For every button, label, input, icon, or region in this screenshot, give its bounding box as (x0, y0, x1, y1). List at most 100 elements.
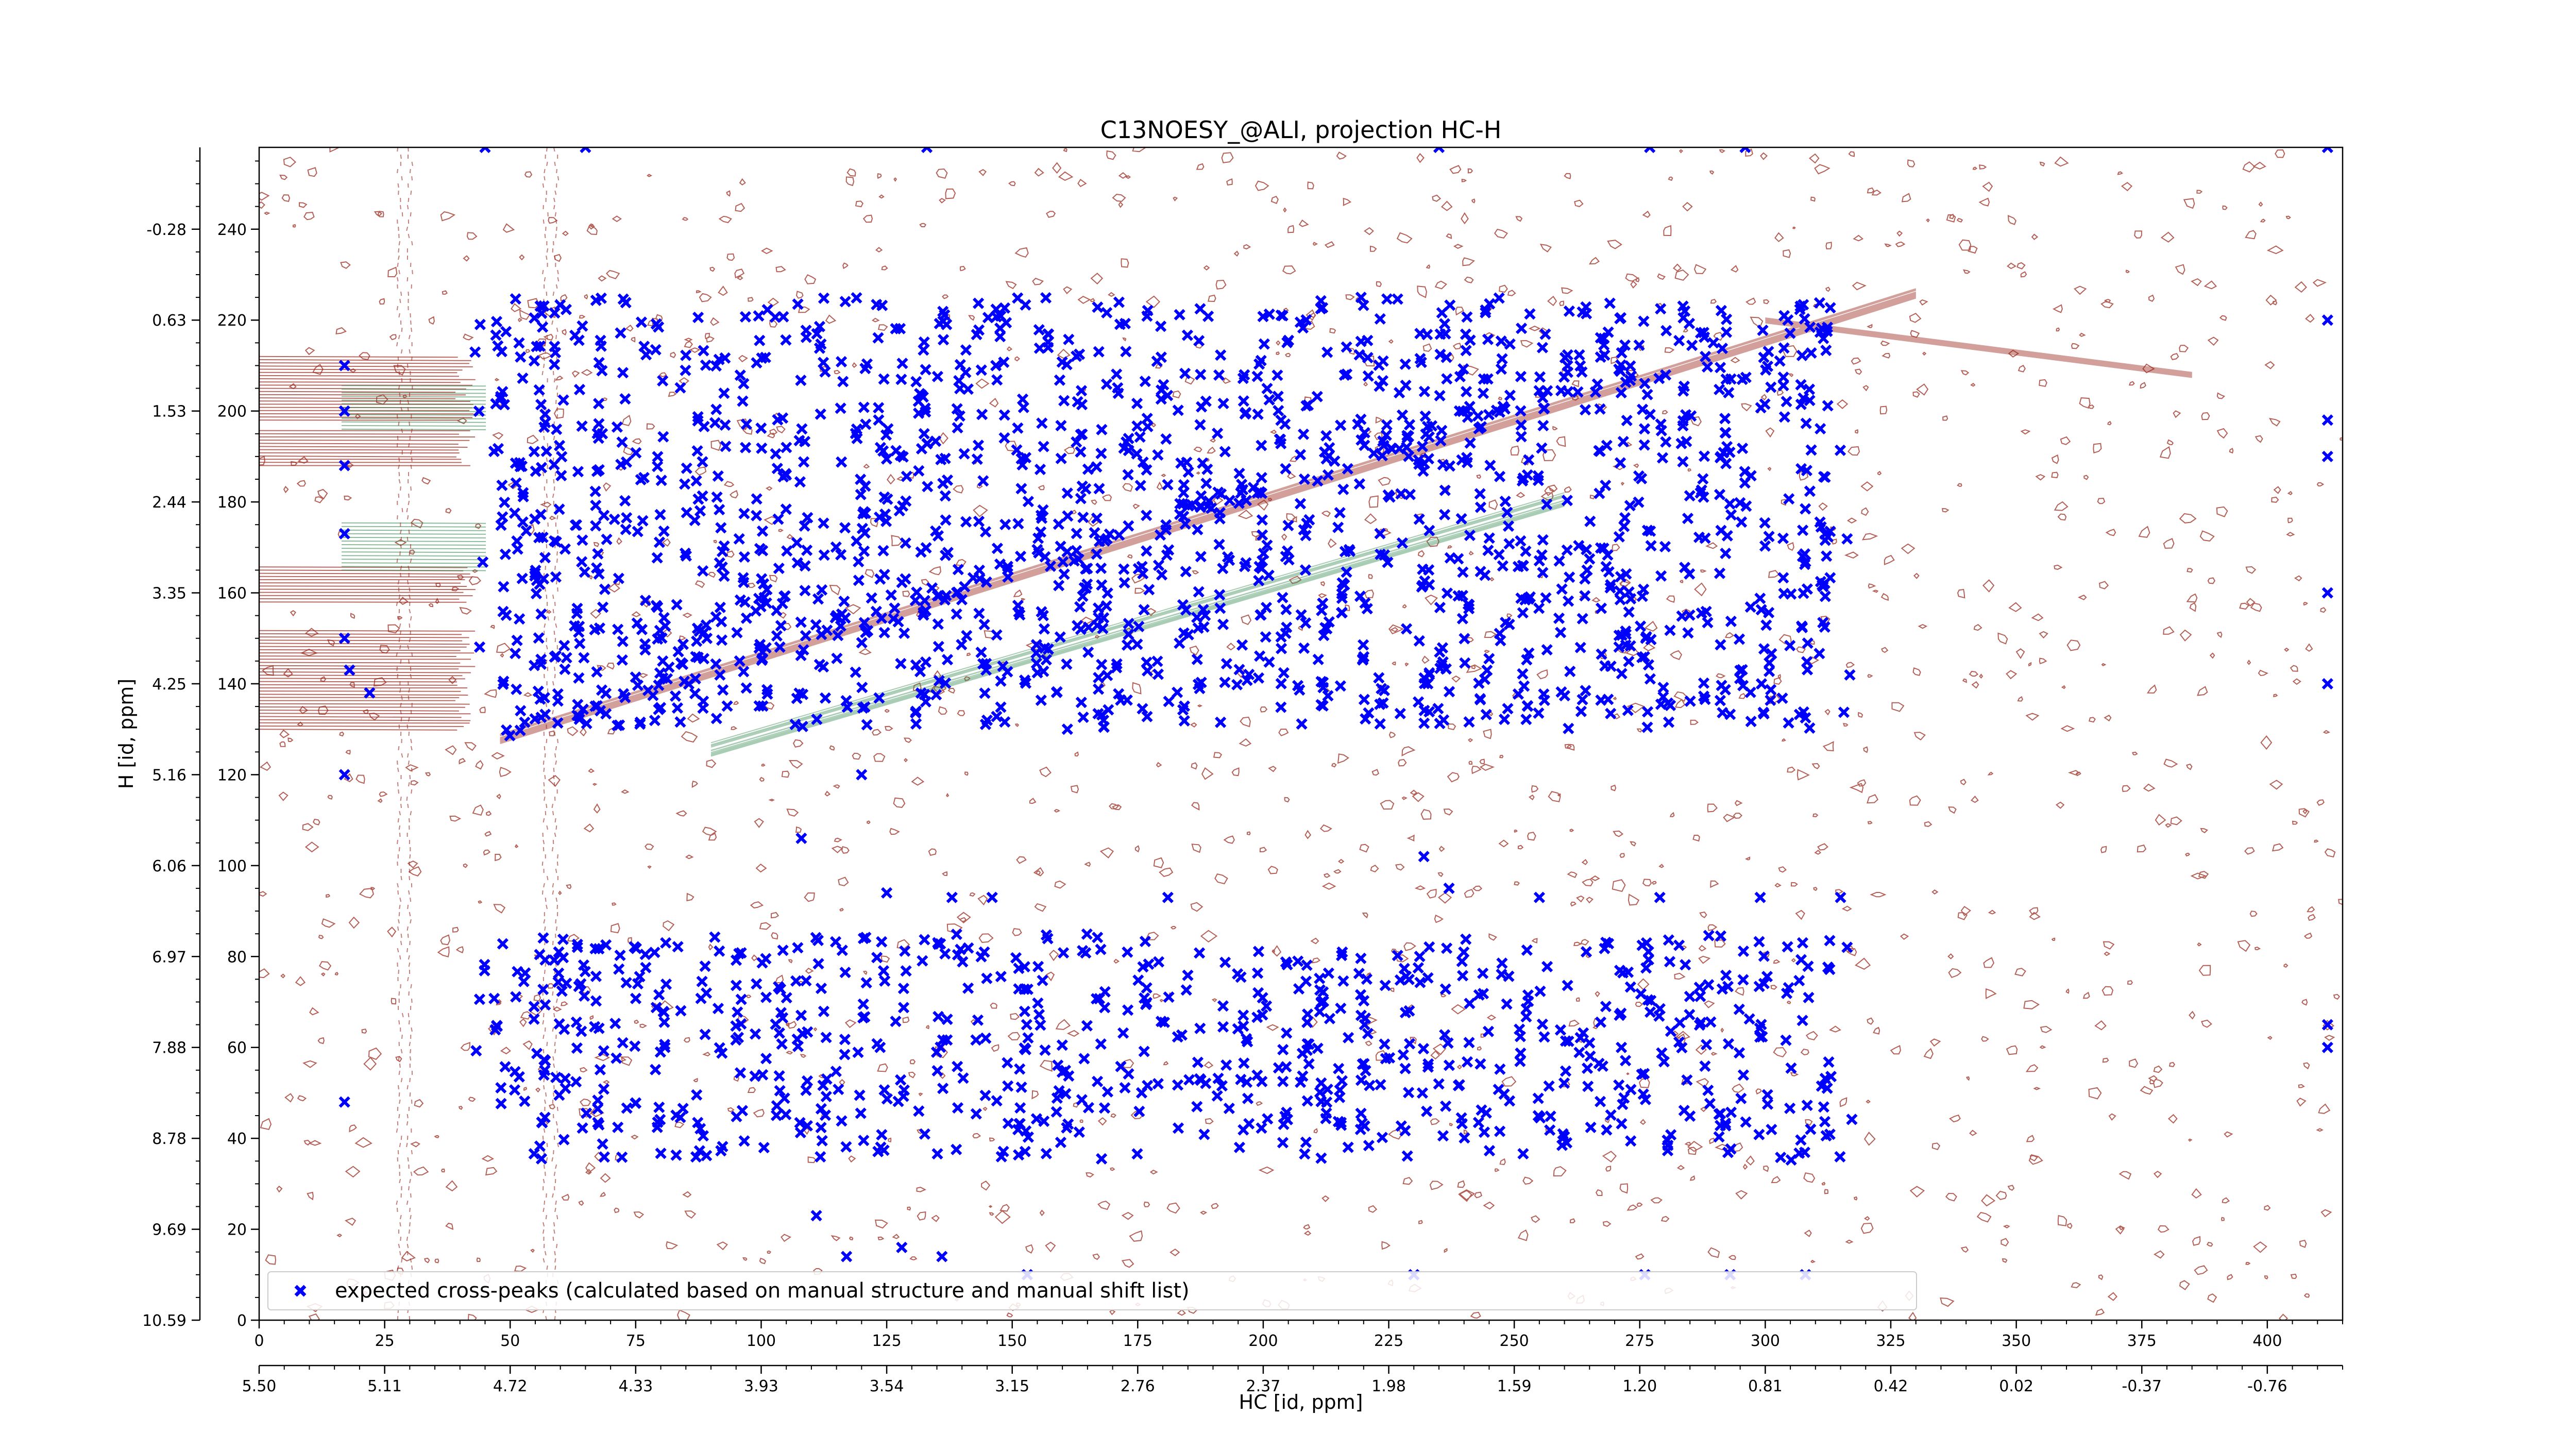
cross-peak-marker (576, 556, 588, 568)
cross-peak-marker (710, 403, 722, 415)
cross-peak-marker (1504, 338, 1516, 350)
cross-peak-marker (856, 769, 868, 781)
cross-peak-marker (986, 891, 998, 903)
cross-peak-marker (596, 365, 608, 377)
cross-peak-marker (1015, 483, 1027, 495)
x-tick-label: 325 (1876, 1332, 1905, 1350)
y-tick-label: 60 (227, 1039, 247, 1057)
cross-peak-marker (800, 324, 812, 336)
y-tick-label: 140 (217, 676, 247, 694)
cross-peak-marker (859, 480, 871, 492)
cross-peak-marker (1058, 395, 1070, 407)
cross-peak-marker (1077, 511, 1089, 524)
cross-peak-marker (1141, 310, 1153, 322)
cross-peak-marker (858, 401, 870, 413)
cross-peak-marker (1645, 540, 1657, 552)
spectrum-contours (259, 147, 2343, 1320)
cross-peak-marker (1018, 401, 1029, 413)
cross-peak-marker (855, 488, 867, 500)
cross-peak-marker (1418, 851, 1430, 863)
cross-peak-marker (1399, 358, 1411, 370)
cross-peak-marker (1062, 510, 1074, 522)
cross-peak-marker (1617, 435, 1629, 448)
cross-peak-marker (1403, 450, 1415, 462)
cross-peak-marker (1714, 362, 1726, 374)
cross-peak-marker (900, 495, 912, 507)
x2-tick-label: -0.37 (2122, 1377, 2162, 1395)
cross-peak-marker (1515, 535, 1527, 547)
cross-peak-marker (1795, 379, 1807, 391)
cross-peak-marker (1093, 346, 1105, 358)
cross-peak-marker (1362, 370, 1374, 382)
cross-peak-marker (1759, 540, 1771, 552)
streak-contours (259, 356, 476, 731)
cross-peak-marker (1172, 405, 1184, 416)
cross-peak-marker (653, 536, 666, 548)
cross-peak-marker (1795, 463, 1807, 475)
cross-peak-marker (1460, 385, 1472, 398)
cross-peak-marker (619, 393, 631, 405)
cross-peak-marker (1735, 516, 1748, 528)
cross-peak-marker (1443, 882, 1455, 895)
cross-peak-marker (1315, 302, 1327, 315)
cross-peak-marker (973, 515, 985, 528)
cross-peak-marker (1575, 705, 1587, 717)
chart-title: C13NOESY_@ALI, projection HC-H (1100, 116, 1502, 144)
cross-peak-marker (873, 511, 886, 523)
cross-peak-marker (533, 632, 545, 644)
cross-peak-marker (1341, 341, 1352, 353)
cross-peak-marker (1795, 398, 1807, 410)
cross-peak-marker (1239, 408, 1251, 420)
cross-peak-marker (474, 318, 486, 330)
cross-peak-marker (517, 516, 529, 528)
cross-peak-marker (1805, 347, 1817, 359)
cross-peak-marker (1272, 391, 1284, 402)
cross-peak-marker (1777, 572, 1789, 584)
cross-peak-marker (654, 509, 666, 520)
cross-peak-marker (1523, 454, 1535, 466)
cross-peak-marker (739, 311, 752, 323)
cross-peak-marker (1263, 308, 1275, 320)
cross-peak-marker (576, 420, 588, 432)
cross-peak-marker (364, 687, 376, 699)
cross-peak-marker (1458, 363, 1469, 375)
cross-peak-marker (592, 398, 605, 410)
cross-peak-marker (738, 508, 750, 519)
cross-peak-marker (580, 147, 591, 154)
cross-peak-marker (1195, 490, 1207, 502)
x-tick-label: 50 (500, 1332, 520, 1350)
cross-peak-marker (1783, 493, 1795, 505)
cross-peak-marker (999, 518, 1011, 531)
cross-peak-marker (536, 321, 549, 333)
cross-peak-marker (692, 311, 704, 324)
cross-peak-marker (533, 384, 545, 396)
cross-peak-marker (709, 417, 721, 429)
cross-peak-marker (1075, 385, 1088, 397)
x-tick-label: 300 (1751, 1332, 1780, 1350)
cross-peak-marker (1100, 378, 1113, 390)
cross-peak-marker (895, 374, 907, 385)
x-tick-label: 200 (1248, 1332, 1278, 1350)
cross-peak-marker (632, 526, 643, 537)
cross-peak-marker (1036, 512, 1048, 524)
cross-peak-marker (900, 537, 911, 549)
cross-peak-marker (1192, 524, 1204, 535)
cross-peak-marker (1604, 297, 1616, 309)
cross-peak-marker (1559, 351, 1571, 364)
x-axis-label: HC [id, ppm] (1239, 1391, 1363, 1413)
cross-peak-marker (554, 299, 566, 311)
cross-peak-marker (534, 300, 546, 312)
cross-peak-marker (771, 462, 783, 475)
cross-peak-marker (1134, 431, 1146, 443)
cross-peak-marker (1638, 315, 1650, 327)
cross-peak-marker (1698, 491, 1709, 503)
cross-peak-marker (1322, 469, 1334, 481)
cross-peak-marker (1071, 528, 1082, 540)
cross-peak-marker (1794, 304, 1806, 315)
x2-tick-label: 4.72 (493, 1377, 528, 1395)
cross-peak-marker (1660, 325, 1672, 336)
cross-peak-marker (1403, 419, 1416, 431)
cross-peak-marker (499, 496, 511, 509)
cross-peak-marker (1677, 456, 1689, 468)
x-tick-label: 225 (1374, 1332, 1403, 1350)
